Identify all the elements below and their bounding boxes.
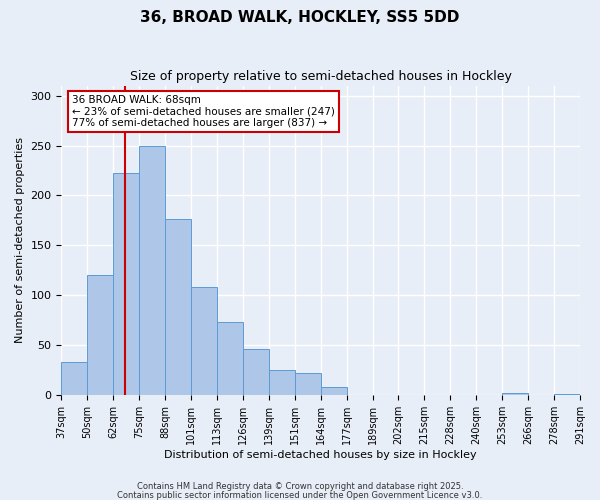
Bar (165, 220, 191, 396)
Bar (61, 362, 88, 396)
X-axis label: Distribution of semi-detached houses by size in Hockley: Distribution of semi-detached houses by … (164, 450, 477, 460)
Y-axis label: Number of semi-detached properties: Number of semi-detached properties (15, 138, 25, 344)
Text: 36 BROAD WALK: 68sqm
← 23% of semi-detached houses are smaller (247)
77% of semi: 36 BROAD WALK: 68sqm ← 23% of semi-detac… (72, 95, 335, 128)
Bar (113, 174, 139, 396)
Bar (191, 288, 217, 396)
Bar (554, 394, 580, 396)
Bar (269, 370, 295, 396)
Bar (88, 276, 113, 396)
Bar (295, 374, 321, 396)
Bar (139, 146, 165, 396)
Bar (502, 394, 528, 396)
Bar (321, 388, 347, 396)
Title: Size of property relative to semi-detached houses in Hockley: Size of property relative to semi-detach… (130, 70, 512, 83)
Bar (243, 350, 269, 396)
Bar (217, 322, 243, 396)
Text: Contains HM Land Registry data © Crown copyright and database right 2025.: Contains HM Land Registry data © Crown c… (137, 482, 463, 491)
Text: 36, BROAD WALK, HOCKLEY, SS5 5DD: 36, BROAD WALK, HOCKLEY, SS5 5DD (140, 10, 460, 25)
Text: Contains public sector information licensed under the Open Government Licence v3: Contains public sector information licen… (118, 490, 482, 500)
